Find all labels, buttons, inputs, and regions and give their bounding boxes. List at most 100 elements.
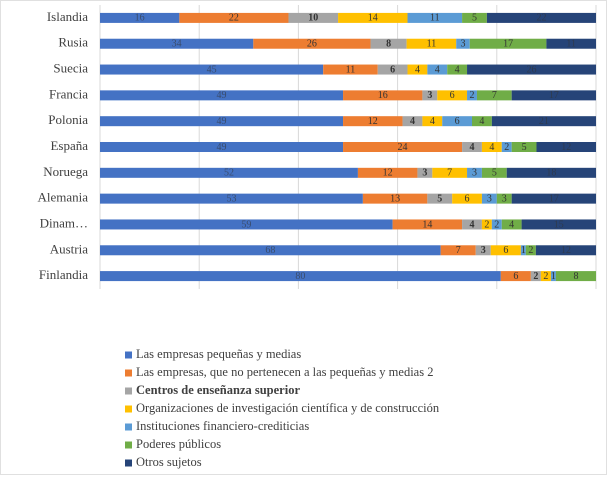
data-label: 1 — [551, 271, 556, 282]
bar-segment — [406, 38, 457, 49]
bar-segment — [447, 64, 468, 75]
data-label: 80 — [295, 271, 305, 282]
bar-segment — [100, 38, 254, 49]
bar-segment — [491, 116, 596, 127]
legend-label: Las empresas, que no pertenecen a las pe… — [136, 365, 433, 379]
bar-segment — [100, 116, 344, 127]
bar-segment — [440, 245, 476, 256]
bar-segment — [288, 12, 339, 23]
data-label: 26 — [527, 64, 537, 75]
y-tick-label: Dinam… — [40, 215, 88, 230]
bar-segment — [253, 38, 371, 49]
legend-label: Instituciones financiero-crediticias — [136, 419, 309, 433]
data-label: 53 — [226, 193, 236, 204]
bar-segment — [481, 167, 507, 178]
data-label: 12 — [383, 168, 393, 179]
data-label: 5 — [437, 193, 442, 204]
data-label: 13 — [390, 193, 400, 204]
data-label: 11 — [430, 13, 440, 24]
data-label: 6 — [390, 64, 395, 75]
data-label: 1 — [521, 245, 526, 256]
data-label: 49 — [217, 116, 227, 127]
bar-segment — [501, 219, 522, 230]
bar-segment — [100, 245, 441, 256]
data-label: 22 — [536, 13, 546, 24]
legend-swatch — [125, 441, 132, 449]
bar-segment — [179, 12, 289, 23]
bar-segment — [343, 116, 403, 127]
y-tick-label: Alemania — [37, 190, 88, 205]
data-label: 4 — [470, 219, 475, 230]
data-label: 6 — [450, 90, 455, 101]
bar-segment — [402, 116, 423, 127]
bar-segment — [437, 90, 468, 101]
data-label: 7 — [492, 90, 497, 101]
bar-segment — [520, 245, 526, 256]
data-label: 5 — [472, 13, 477, 24]
data-label: 2 — [484, 219, 489, 230]
bar-segment — [530, 271, 541, 282]
data-label: 14 — [422, 219, 432, 230]
y-tick-label: Polonia — [48, 112, 88, 127]
bar-segment — [100, 271, 501, 282]
bar-segment — [475, 245, 491, 256]
bar-segment — [481, 142, 502, 152]
data-label: 4 — [410, 116, 415, 127]
bar-segment — [338, 12, 408, 23]
bar-segment — [377, 64, 408, 75]
legend-swatch — [125, 405, 132, 413]
data-label: 26 — [307, 39, 317, 50]
bar-segment — [452, 193, 482, 204]
bar-segment — [546, 38, 596, 49]
data-label: 3 — [472, 168, 477, 179]
bar-segment — [500, 271, 531, 282]
data-label: 2 — [533, 271, 538, 282]
bar-segment — [525, 245, 536, 256]
y-tick-label: Austria — [50, 241, 89, 256]
data-label: 4 — [470, 142, 475, 153]
data-label: 4 — [479, 116, 484, 127]
data-label: 4 — [435, 64, 440, 75]
data-label: 18 — [546, 168, 556, 179]
bar-segment — [490, 245, 521, 256]
legend-swatch — [125, 351, 132, 359]
data-label: 49 — [217, 90, 227, 101]
bar-segment — [501, 142, 512, 152]
data-label: 16 — [378, 90, 388, 101]
bar-segment — [467, 167, 482, 178]
data-label: 59 — [241, 219, 251, 230]
data-label: 12 — [561, 245, 571, 256]
bar-segment — [422, 116, 443, 127]
bar-segment — [550, 271, 556, 282]
bar-segment — [417, 167, 433, 178]
data-label: 68 — [265, 245, 275, 256]
data-label: 2 — [504, 142, 509, 153]
bar-segment — [100, 12, 180, 23]
data-label: 17 — [503, 39, 513, 50]
data-label: 14 — [368, 13, 378, 24]
bar-segment — [469, 38, 547, 49]
bar-segment — [100, 64, 324, 75]
bar-segment — [536, 142, 596, 152]
bar-segment — [343, 142, 463, 152]
data-label: 6 — [465, 193, 470, 204]
legend-swatch — [125, 387, 132, 395]
data-label: 4 — [509, 219, 514, 230]
legend-label: Otros sujetos — [136, 455, 202, 469]
data-label: 6 — [503, 245, 508, 256]
y-tick-label: España — [50, 138, 88, 153]
data-label: 3 — [422, 168, 427, 179]
bar-segment — [357, 167, 418, 178]
data-label: 49 — [217, 142, 227, 153]
data-label: 4 — [489, 142, 494, 153]
data-label: 4 — [415, 64, 420, 75]
legend-swatch — [125, 423, 132, 431]
legend-swatch — [125, 459, 132, 467]
bar-segment — [407, 12, 463, 23]
bar-segment — [100, 142, 344, 152]
data-label: 7 — [456, 245, 461, 256]
bar-segment — [467, 90, 477, 101]
bar-segment — [511, 90, 596, 101]
data-label: 2 — [470, 90, 475, 101]
